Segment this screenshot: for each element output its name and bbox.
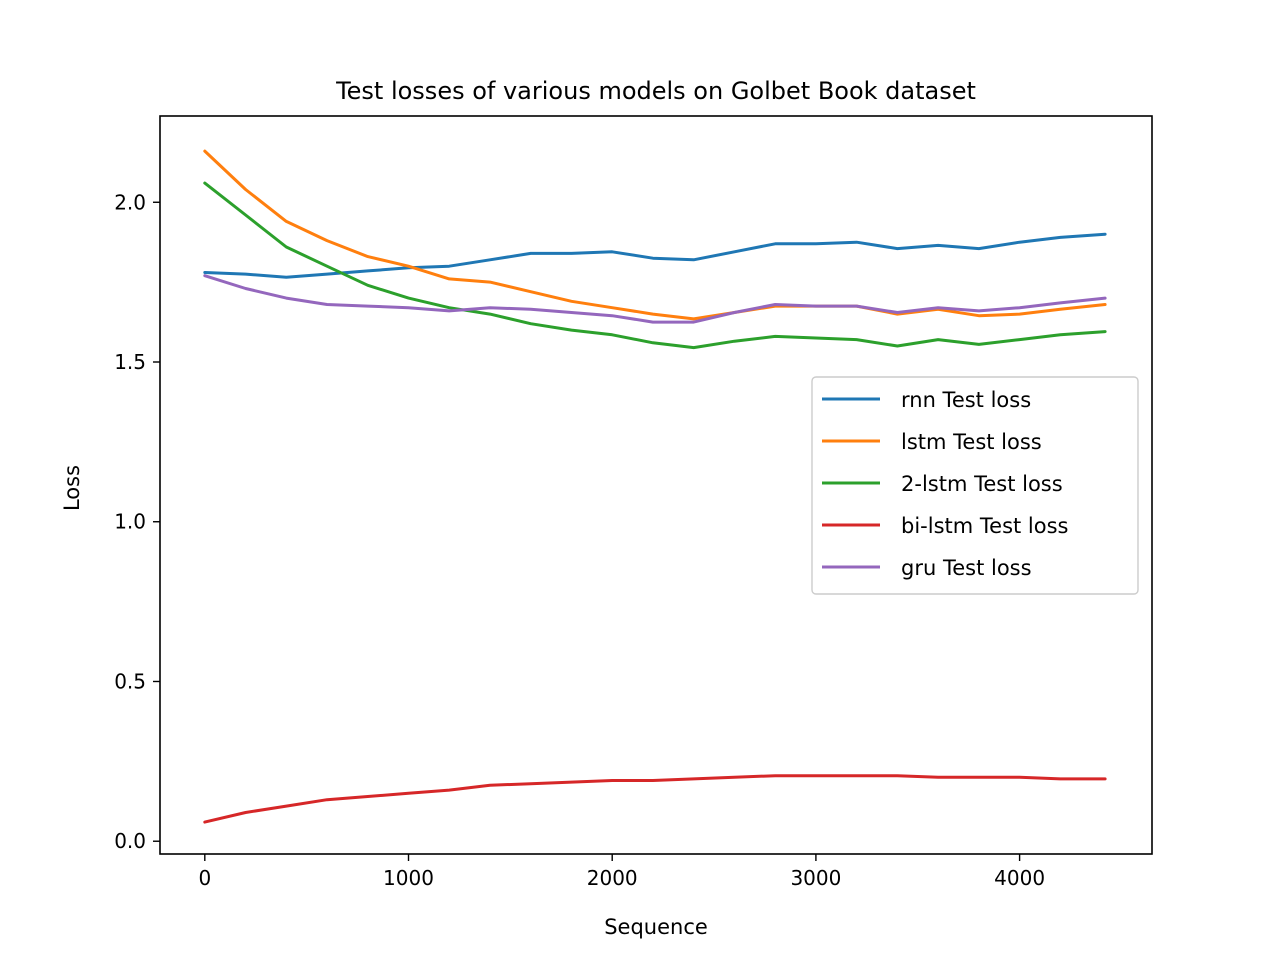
- y-tick-label: 0.5: [114, 669, 146, 693]
- legend-label: 2-lstm Test loss: [901, 472, 1063, 496]
- x-axis-label: Sequence: [604, 915, 708, 939]
- y-tick-label: 2.0: [114, 190, 146, 214]
- x-tick-label: 4000: [994, 866, 1045, 890]
- axes: 0 1000 2000 3000 4000 0.0 0.5 1.0 1.5 2.0: [114, 115, 1153, 890]
- legend-box: [811, 376, 1139, 595]
- series-line-1: [203, 149, 1107, 321]
- y-tick-label: 0.0: [114, 829, 146, 853]
- x-tick-label: 2000: [587, 866, 638, 890]
- x-tick-label: 0: [198, 866, 211, 890]
- chart-title: Test losses of various models on Golbet …: [335, 77, 976, 105]
- x-tick-label: 1000: [383, 866, 434, 890]
- legend-label: lstm Test loss: [901, 430, 1042, 454]
- legend-label: bi-lstm Test loss: [901, 514, 1068, 538]
- series-line-4: [203, 274, 1107, 324]
- axes-frame: [159, 115, 1153, 855]
- plot-area: [203, 149, 1107, 824]
- legend: rnn Test loss lstm Test loss 2-lstm Test l…: [811, 376, 1139, 595]
- series-line-2: [203, 181, 1107, 350]
- series-line-3: [203, 774, 1107, 824]
- legend-label: gru Test loss: [901, 556, 1032, 580]
- y-tick-label: 1.0: [114, 510, 146, 534]
- x-tick-label: 3000: [790, 866, 841, 890]
- series-line-0: [203, 232, 1107, 279]
- y-tick-label: 1.5: [114, 350, 146, 374]
- legend-label: rnn Test loss: [901, 388, 1031, 412]
- y-axis-label: Loss: [60, 465, 84, 511]
